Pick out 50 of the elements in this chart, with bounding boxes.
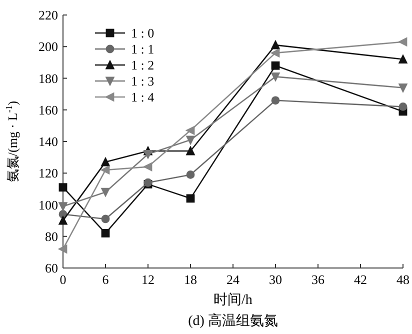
point xyxy=(185,126,195,136)
point xyxy=(100,156,110,166)
point xyxy=(186,146,196,156)
y-tick-label: 180 xyxy=(38,70,58,86)
legend-label: 1 : 1 xyxy=(131,42,154,56)
y-tick-label: 200 xyxy=(38,39,58,54)
point xyxy=(271,61,280,70)
y-tick-label: 140 xyxy=(38,134,58,149)
point xyxy=(100,188,110,198)
x-axis-title: 时间/h xyxy=(214,292,252,308)
x-tick-label: 0 xyxy=(60,272,66,287)
point xyxy=(186,136,196,146)
point xyxy=(270,48,280,58)
point xyxy=(143,150,153,160)
point xyxy=(270,72,280,82)
y-tick-label: 60 xyxy=(45,260,58,276)
point xyxy=(186,194,195,203)
legend-label: 1 : 3 xyxy=(131,74,154,88)
point xyxy=(398,84,408,93)
point xyxy=(398,102,408,111)
point xyxy=(58,202,68,212)
point xyxy=(398,37,408,47)
x-tick-label: 12 xyxy=(142,272,154,287)
point xyxy=(101,214,110,224)
point xyxy=(186,170,195,179)
point xyxy=(100,165,110,175)
point xyxy=(101,229,110,238)
y-tick-label: 100 xyxy=(38,197,58,212)
point xyxy=(271,96,280,105)
text: (d) 高温组氨氮 xyxy=(188,313,278,329)
legend-label: 1 : 0 xyxy=(131,26,154,40)
point xyxy=(142,162,152,172)
legend-label: 1 : 4 xyxy=(131,90,155,104)
x-tick-label: 42 xyxy=(354,272,367,287)
y-tick-label: 220 xyxy=(38,8,58,22)
y-tick-label: 80 xyxy=(45,228,58,244)
y-tick-label: 120 xyxy=(38,166,58,181)
legend-label: 1 : 2 xyxy=(131,58,154,72)
point xyxy=(58,183,68,192)
point xyxy=(398,54,408,64)
x-tick-label: 36 xyxy=(312,272,325,287)
point xyxy=(58,215,68,225)
point xyxy=(270,40,280,50)
x-tick-label: 24 xyxy=(226,272,240,287)
x-tick-label: 30 xyxy=(269,272,282,287)
x-tick-label: 48 xyxy=(396,272,410,287)
point xyxy=(58,244,68,254)
x-tick-label: 18 xyxy=(184,272,197,287)
x-tick-label: 6 xyxy=(102,272,110,287)
y-tick-label: 160 xyxy=(38,102,58,118)
